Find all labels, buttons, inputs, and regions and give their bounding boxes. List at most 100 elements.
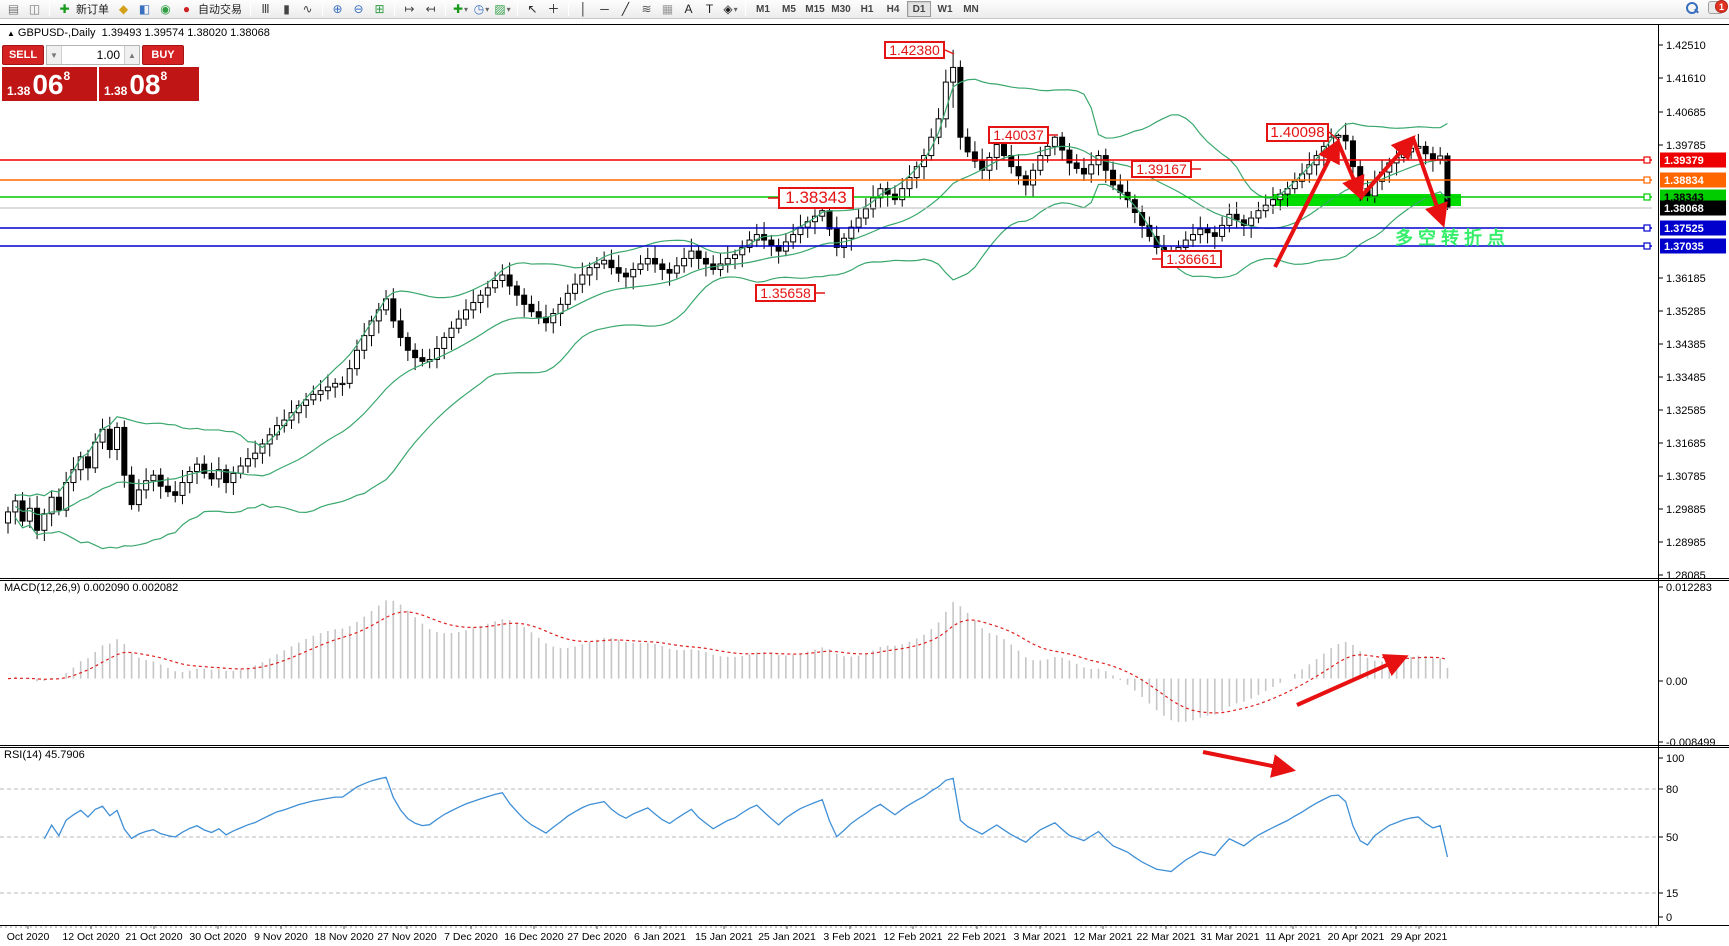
date-axis-label[interactable]: 27 Nov 2020: [377, 931, 437, 943]
macd-axis-tick[interactable]: 0.012283: [1666, 582, 1712, 594]
date-axis-label[interactable]: 31 Mar 2021: [1201, 931, 1260, 943]
add-indicator-icon[interactable]: ✚ ▾: [452, 1, 469, 16]
date-axis-label[interactable]: 12 Oct 2020: [62, 931, 119, 943]
price-axis-tick[interactable]: 1.35285: [1666, 306, 1706, 318]
cursor-icon[interactable]: ↖: [527, 1, 538, 16]
date-axis-label[interactable]: 7 Dec 2020: [444, 931, 498, 943]
date-axis-label[interactable]: 12 Mar 2021: [1074, 931, 1133, 943]
dropdown-caret-icon[interactable]: ▾: [506, 4, 511, 14]
price-axis-tick[interactable]: 1.28085: [1666, 570, 1706, 582]
date-axis-label[interactable]: 27 Dec 2020: [567, 931, 627, 943]
date-axis-label[interactable]: 21 Oct 2020: [125, 931, 182, 943]
tile-windows-icon[interactable]: ⊞: [374, 1, 385, 16]
date-axis-label[interactable]: 25 Jan 2021: [758, 931, 816, 943]
auto-scroll-icon[interactable]: ↦: [404, 1, 415, 16]
macd-axis-tick[interactable]: -0.008499: [1666, 737, 1716, 749]
date-axis-label[interactable]: 6 Jan 2021: [634, 931, 686, 943]
price-axis-tick[interactable]: 1.32585: [1666, 405, 1706, 417]
chart-profiles-icon[interactable]: ◫: [28, 1, 41, 16]
crosshair-icon[interactable]: ＋: [547, 1, 560, 16]
search-icon[interactable]: [1686, 1, 1698, 14]
price-axis-tick[interactable]: 1.29885: [1666, 504, 1706, 516]
price-annotation-1.39167[interactable]: 1.39167: [1131, 160, 1192, 178]
price-axis-tick[interactable]: 1.41610: [1666, 73, 1706, 85]
grid-icon[interactable]: ▦: [661, 1, 674, 16]
date-axis-label[interactable]: 16 Dec 2020: [504, 931, 564, 943]
zoom-in-icon[interactable]: ⊕: [332, 1, 343, 16]
date-axis-label[interactable]: 15 Jan 2021: [695, 931, 753, 943]
turning-point-note[interactable]: 多空转折点: [1395, 228, 1510, 248]
date-axis-label[interactable]: 11 Apr 2021: [1265, 931, 1321, 943]
trend-arrow[interactable]: [1273, 138, 1340, 268]
macd-trend-arrow[interactable]: [1296, 654, 1409, 707]
timeframe-button-m15[interactable]: M15: [805, 3, 825, 15]
price-annotation-1.42380[interactable]: 1.42380: [884, 41, 945, 59]
price-axis-tick[interactable]: 1.36185: [1666, 273, 1706, 285]
date-axis-label[interactable]: 29 Apr 2021: [1391, 931, 1448, 943]
new-order-label[interactable]: 新订单: [76, 4, 109, 16]
rsi-axis-tick[interactable]: 50: [1666, 832, 1678, 844]
market-watch-icon[interactable]: ◆: [118, 1, 129, 16]
buy-button[interactable]: BUY: [142, 45, 184, 65]
rsi-axis-tick[interactable]: 15: [1666, 888, 1678, 900]
volume-decrease-button[interactable]: ▼: [47, 46, 62, 64]
text-icon[interactable]: A: [684, 1, 693, 16]
trend-arrow[interactable]: [1411, 137, 1448, 228]
vertical-line-icon[interactable]: │: [579, 1, 588, 16]
price-annotation-1.35658[interactable]: 1.35658: [755, 284, 816, 302]
rsi-trend-arrow[interactable]: [1202, 750, 1296, 778]
templates-icon[interactable]: ▨ ▾: [494, 1, 511, 16]
sell-button[interactable]: SELL: [2, 45, 44, 65]
rsi-axis-tick[interactable]: 80: [1666, 784, 1678, 796]
price-axis-tick[interactable]: 1.40685: [1666, 107, 1706, 119]
dropdown-caret-icon[interactable]: ▾: [464, 4, 469, 14]
auto-trading-label[interactable]: 自动交易: [198, 4, 242, 16]
date-axis-label[interactable]: 18 Nov 2020: [314, 931, 374, 943]
trendline-icon[interactable]: ╱: [621, 1, 630, 16]
price-annotation-1.40098[interactable]: 1.40098: [1266, 123, 1329, 142]
candlestick-chart-icon[interactable]: ▮: [283, 1, 290, 16]
signals-icon[interactable]: ◉: [160, 1, 171, 16]
dropdown-caret-icon[interactable]: ▾: [485, 4, 490, 14]
volume-stepper[interactable]: ▼ 1.00 ▲: [46, 45, 140, 65]
macd-axis-tick[interactable]: 0.00: [1666, 676, 1687, 688]
timeframe-button-d1[interactable]: D1: [907, 1, 931, 17]
timeframe-button-mn[interactable]: MN: [963, 3, 979, 15]
price-annotation-1.36661[interactable]: 1.36661: [1161, 250, 1222, 268]
timeframe-button-m1[interactable]: M1: [756, 3, 770, 15]
data-window-icon[interactable]: ◧: [138, 1, 151, 16]
dropdown-caret-icon[interactable]: ▾: [733, 4, 738, 14]
timeframe-button-m5[interactable]: M5: [782, 3, 796, 15]
arrow-tools-icon[interactable]: ◈ ▾: [723, 1, 738, 16]
date-axis-label[interactable]: 9 Nov 2020: [254, 931, 308, 943]
date-axis-label[interactable]: 22 Feb 2021: [948, 931, 1007, 943]
date-axis-label[interactable]: 12 Feb 2021: [884, 931, 943, 943]
timeframe-button-w1[interactable]: W1: [937, 3, 953, 15]
price-annotation-1.38343[interactable]: 1.38343: [778, 187, 854, 209]
auto-trading-icon[interactable]: ●: [182, 1, 191, 16]
date-axis-label[interactable]: 3 Feb 2021: [823, 931, 876, 943]
sell-price-panel[interactable]: 1.38 06 8: [2, 67, 97, 101]
buy-price-panel[interactable]: 1.38 08 8: [99, 67, 199, 101]
price-axis-tick[interactable]: 1.28985: [1666, 537, 1706, 549]
volume-value[interactable]: 1.00: [96, 48, 120, 62]
periods-icon[interactable]: ◷ ▾: [473, 1, 490, 16]
trend-arrow[interactable]: [1336, 141, 1365, 201]
price-axis-tick[interactable]: 1.39785: [1666, 140, 1706, 152]
price-axis-tick[interactable]: 1.30785: [1666, 471, 1706, 483]
date-axis-label[interactable]: 30 Oct 2020: [189, 931, 246, 943]
notifications-icon[interactable]: 1: [1708, 0, 1728, 14]
timeframe-button-h1[interactable]: H1: [860, 3, 874, 15]
date-axis-label[interactable]: 3 Mar 2021: [1013, 931, 1066, 943]
horizontal-line-icon[interactable]: ─: [600, 1, 609, 16]
timeframe-button-m30[interactable]: M30: [831, 3, 851, 15]
price-axis-tick[interactable]: 1.31685: [1666, 438, 1706, 450]
zoom-out-icon[interactable]: ⊖: [353, 1, 364, 16]
trend-arrow[interactable]: [1359, 134, 1416, 199]
date-axis-label[interactable]: 20 Apr 2021: [1328, 931, 1385, 943]
new-chart-icon[interactable]: ▤: [7, 1, 20, 16]
fibonacci-icon[interactable]: ≋: [641, 1, 652, 16]
price-axis-tick[interactable]: 1.33485: [1666, 372, 1706, 384]
line-chart-icon[interactable]: ∿: [302, 1, 313, 16]
